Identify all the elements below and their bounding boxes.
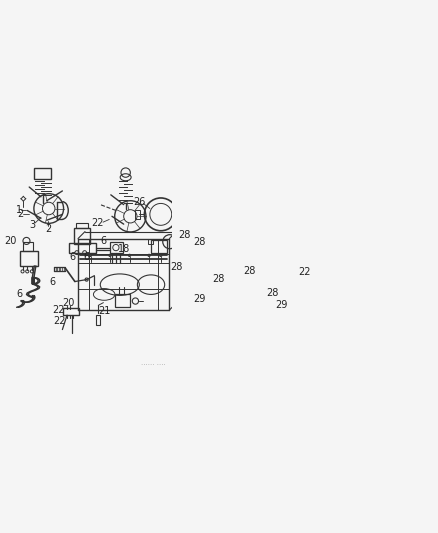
Text: 22: 22 — [297, 267, 310, 277]
Bar — [135, 209, 140, 219]
Bar — [148, 239, 152, 245]
Text: 29: 29 — [193, 295, 205, 304]
Text: 1: 1 — [16, 205, 21, 215]
Text: 20: 20 — [62, 298, 74, 309]
Bar — [76, 223, 88, 228]
Bar — [20, 251, 38, 266]
Polygon shape — [54, 266, 65, 271]
Bar — [69, 243, 96, 253]
Text: 6: 6 — [69, 252, 75, 262]
Text: 28: 28 — [170, 262, 182, 272]
Text: 29: 29 — [275, 300, 287, 310]
Text: 6: 6 — [83, 252, 89, 262]
Bar — [151, 240, 167, 253]
Text: 22: 22 — [91, 219, 103, 228]
Text: 28: 28 — [265, 288, 278, 298]
Bar — [110, 243, 122, 253]
Text: 28: 28 — [212, 274, 224, 284]
Text: 6: 6 — [16, 289, 22, 298]
Bar — [22, 243, 33, 251]
Text: 28: 28 — [193, 238, 205, 247]
Text: 21: 21 — [98, 306, 110, 316]
Text: 22: 22 — [52, 305, 64, 315]
Bar — [95, 315, 100, 325]
Bar — [63, 308, 78, 315]
Text: 22: 22 — [53, 316, 65, 326]
Text: 3: 3 — [29, 220, 35, 230]
Text: 6: 6 — [100, 236, 106, 246]
Text: 26: 26 — [133, 197, 145, 207]
Text: 2: 2 — [17, 209, 23, 220]
Text: 20: 20 — [4, 236, 16, 246]
Bar — [74, 228, 90, 244]
Text: ...... ....: ...... .... — [140, 360, 165, 366]
Text: 18: 18 — [118, 244, 131, 254]
Text: 28: 28 — [243, 266, 255, 276]
Text: 6: 6 — [49, 277, 56, 287]
Bar — [34, 167, 51, 179]
Text: 2: 2 — [45, 224, 51, 234]
Bar — [114, 294, 129, 307]
Text: 28: 28 — [178, 230, 190, 240]
